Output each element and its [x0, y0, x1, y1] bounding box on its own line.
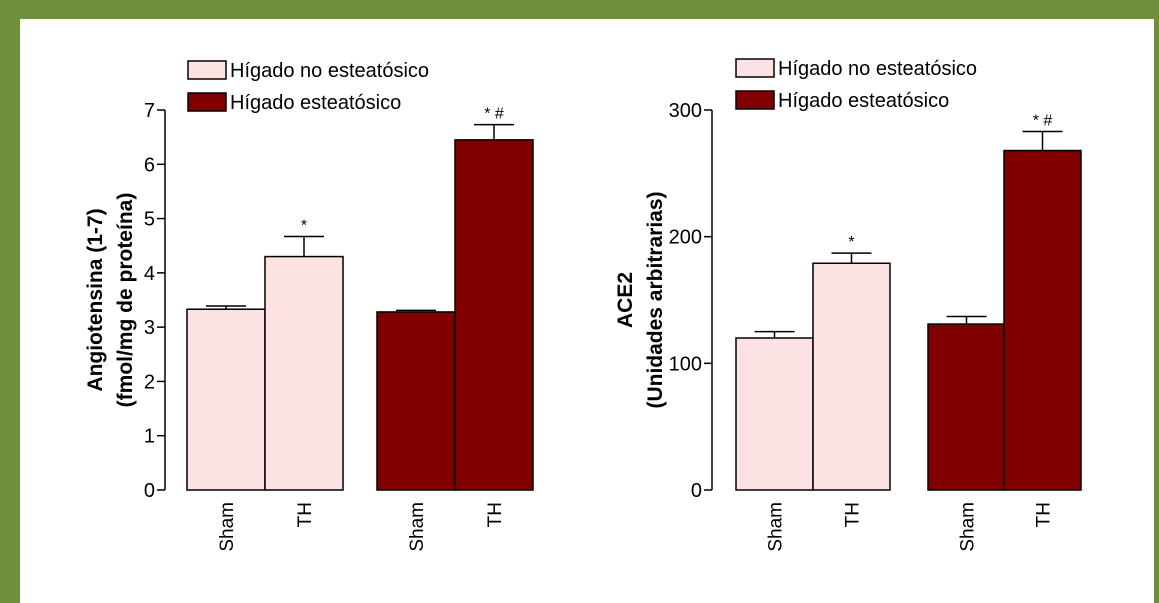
y-tick-label: 2	[144, 371, 155, 393]
y-tick-label: 5	[144, 209, 155, 231]
legend-swatch	[736, 91, 774, 109]
category-label: TH	[485, 502, 506, 527]
bar	[813, 263, 890, 490]
y-tick-label: 100	[669, 353, 702, 375]
y-tick-label: 200	[669, 227, 702, 249]
legend-swatch	[736, 59, 774, 77]
y-tick-label: 1	[144, 426, 155, 448]
category-label: TH	[1034, 502, 1055, 527]
bar	[736, 338, 813, 490]
legend-label: Hígado esteatósico	[778, 90, 949, 112]
y-tick-label: 0	[144, 480, 155, 502]
y-axis-title: Angiotensina (1-7)	[84, 208, 107, 391]
y-axis-title: (Unidades arbitrarias)	[644, 191, 667, 408]
significance-label: *	[848, 234, 854, 251]
category-label: Sham	[217, 502, 238, 552]
y-tick-label: 3	[144, 317, 155, 339]
bar	[377, 312, 455, 490]
category-label: Sham	[958, 502, 979, 552]
bar	[265, 257, 343, 490]
y-tick-label: 0	[691, 480, 702, 502]
bar	[455, 140, 533, 490]
bar	[1004, 151, 1081, 490]
category-label: Sham	[766, 502, 787, 552]
legend-label: Hígado no esteatósico	[230, 60, 429, 82]
category-label: TH	[843, 502, 864, 527]
chart-ace2: ACE2 (Unidades arbitrarias) 0 100 200 300 Sham…	[614, 58, 1081, 552]
legend-swatch	[188, 93, 226, 111]
y-tick-label: 7	[144, 100, 155, 122]
category-label: Sham	[407, 502, 428, 552]
significance-label: * #	[484, 106, 504, 123]
significance-label: * #	[1033, 113, 1053, 130]
y-tick-label: 300	[669, 100, 702, 122]
y-tick-label: 4	[144, 263, 155, 285]
significance-label: *	[301, 217, 307, 234]
y-tick-label: 6	[144, 154, 155, 176]
category-label: TH	[295, 502, 316, 527]
legend-swatch	[188, 61, 226, 79]
legend-label: Hígado esteatósico	[230, 92, 401, 114]
chart-angiotensina: Angiotensina (1-7) (fmol/mg de proteína) 0…	[84, 60, 533, 552]
bar	[928, 324, 1005, 490]
legend-label: Hígado no esteatósico	[778, 58, 977, 80]
y-axis-title: ACE2	[614, 272, 637, 328]
y-axis-title: (fmol/mg de proteína)	[114, 193, 137, 408]
bar	[187, 309, 265, 490]
